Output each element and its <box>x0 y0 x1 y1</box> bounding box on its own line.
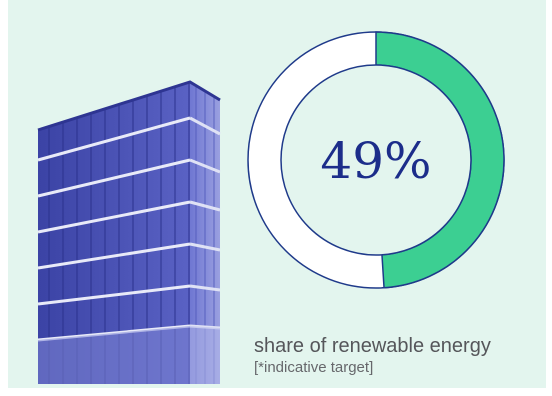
caption-text: share of renewable energy <box>254 335 491 357</box>
infographic-panel: 49% share of renewable energy [*indicati… <box>8 0 546 388</box>
donut-inner-circle <box>280 64 472 256</box>
indicative-target-note: [*indicative target] <box>254 359 374 376</box>
office-building-image <box>37 80 221 384</box>
percentage-donut: 49% <box>247 31 505 289</box>
percentage-value: 49% <box>320 132 431 190</box>
